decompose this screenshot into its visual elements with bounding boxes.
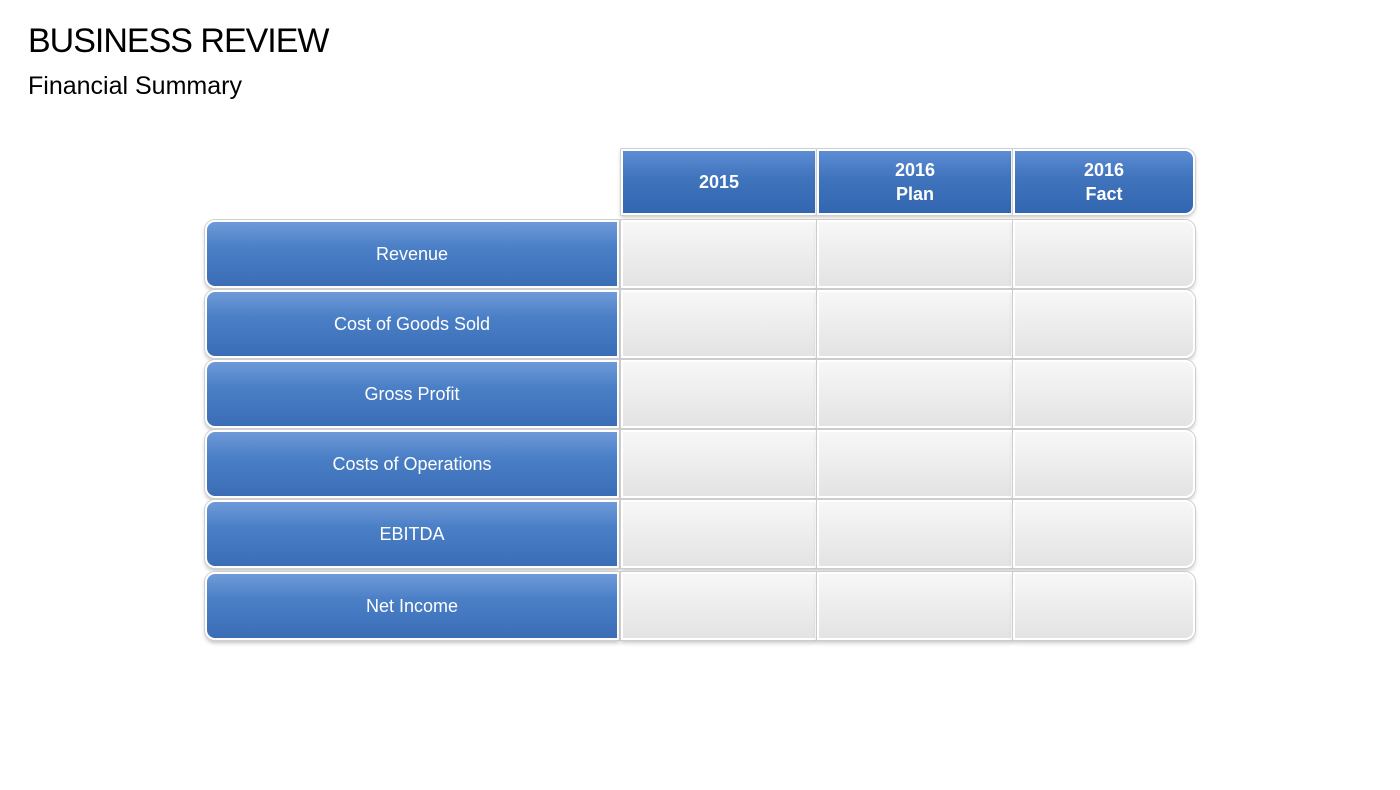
table-cell-ebitda-2016-fact <box>1013 500 1195 568</box>
table-cell-revenue-2016-plan <box>817 220 1013 288</box>
table-cell-cogs-2015 <box>621 290 817 358</box>
table-cell-revenue-2016-fact <box>1013 220 1195 288</box>
column-header-2016-plan: 2016 Plan <box>817 149 1013 215</box>
table-cell-cogs-2016-fact <box>1013 290 1195 358</box>
table-cell-cogs-2016-plan <box>817 290 1013 358</box>
row-label-revenue: Revenue <box>205 220 619 288</box>
column-header-line1: 2016 <box>894 160 936 180</box>
table-cell-net-income-2016-fact <box>1013 572 1195 640</box>
column-header-2015: 2015 <box>621 149 817 215</box>
table-cell-opex-2016-plan <box>817 430 1013 498</box>
row-label-net-income: Net Income <box>205 572 619 640</box>
table-cell-net-income-2016-plan <box>817 572 1013 640</box>
row-label-cost-of-goods-sold: Cost of Goods Sold <box>205 290 619 358</box>
row-label-costs-of-operations: Costs of Operations <box>205 430 619 498</box>
table-cell-gross-profit-2016-plan <box>817 360 1013 428</box>
row-label-ebitda: EBITDA <box>205 500 619 568</box>
row-label-gross-profit: Gross Profit <box>205 360 619 428</box>
column-header-2016-fact: 2016 Fact <box>1013 149 1195 215</box>
table-cell-ebitda-2016-plan <box>817 500 1013 568</box>
table-cell-opex-2015 <box>621 430 817 498</box>
table-cell-gross-profit-2015 <box>621 360 817 428</box>
page-title: BUSINESS REVIEW <box>28 22 330 60</box>
page-subtitle: Financial Summary <box>28 72 242 100</box>
column-header-line2: Fact <box>1085 184 1123 204</box>
table-cell-revenue-2015 <box>621 220 817 288</box>
column-header-line1: 2015 <box>698 172 740 192</box>
table-cell-gross-profit-2016-fact <box>1013 360 1195 428</box>
column-header-line1: 2016 <box>1083 160 1125 180</box>
column-header-line2: Plan <box>895 184 934 204</box>
table-cell-net-income-2015 <box>621 572 817 640</box>
table-cell-opex-2016-fact <box>1013 430 1195 498</box>
table-cell-ebitda-2015 <box>621 500 817 568</box>
